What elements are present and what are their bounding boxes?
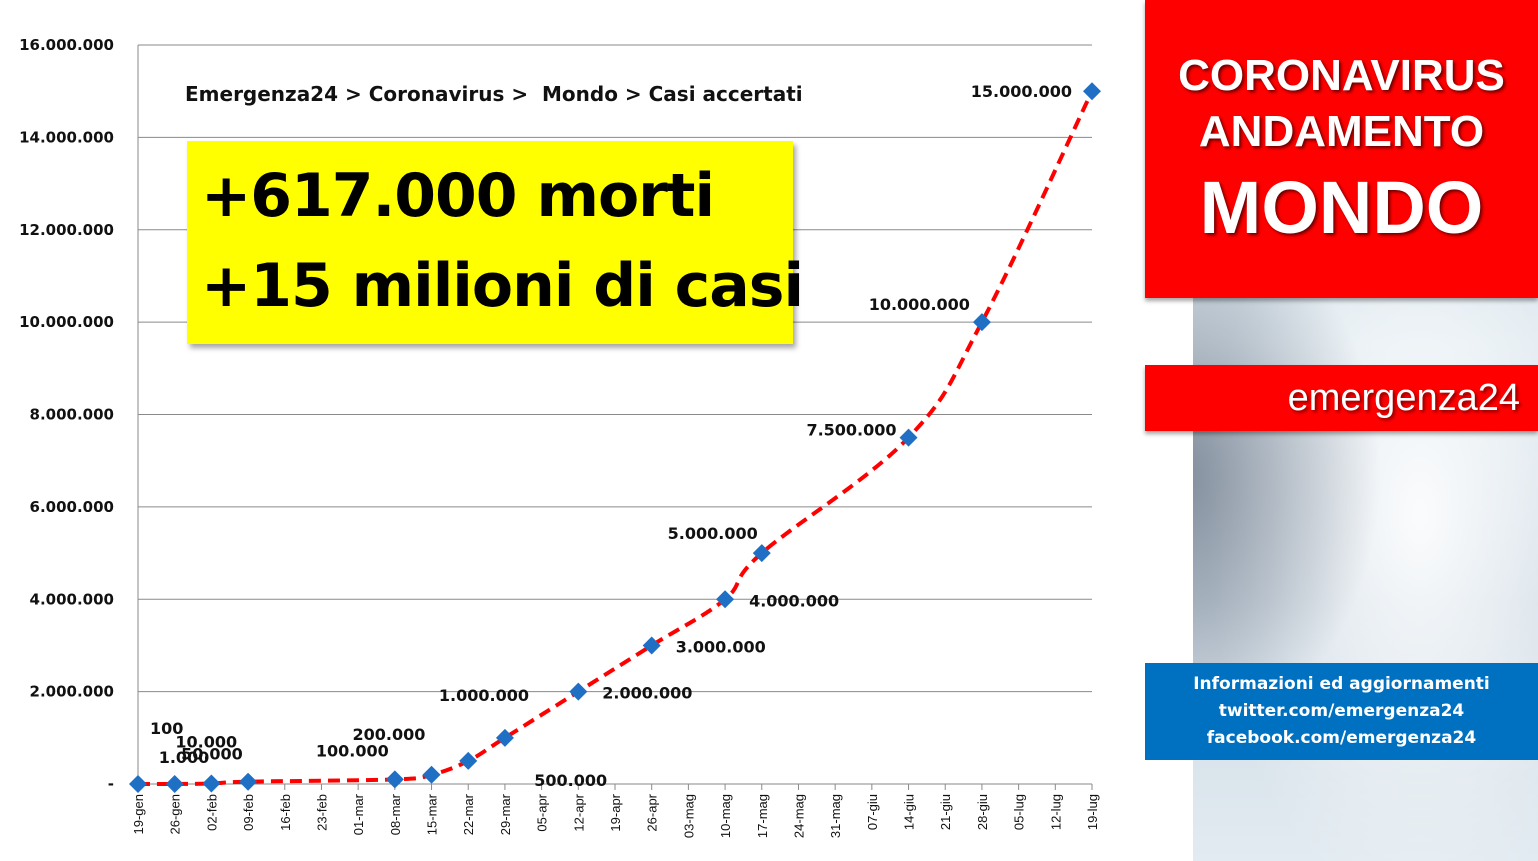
data-point-marker	[752, 544, 771, 563]
data-label: 500.000	[534, 771, 607, 790]
data-point-marker	[716, 590, 735, 609]
headline-deaths: +617.000 morti	[201, 161, 715, 231]
y-tick-label: 4.000.000	[30, 590, 114, 608]
data-point-marker	[1083, 82, 1101, 101]
y-tick-label: 8.000.000	[30, 406, 114, 424]
data-point-marker	[202, 774, 221, 793]
x-tick-label: 15-mar	[425, 793, 440, 835]
y-tick-label: 6.000.000	[30, 498, 114, 516]
data-label: 4.000.000	[749, 591, 839, 610]
x-tick-label: 24-mag	[791, 794, 806, 838]
line-chart: - 2.000.000 4.000.000 6.000.000 8.000.000 10.…	[19, 36, 1101, 838]
x-tick-label: 21-giu	[938, 794, 953, 830]
data-label: 3.000.000	[676, 637, 766, 656]
chart-area: - 2.000.000 4.000.000 6.000.000 8.000.000 10.…	[19, 36, 1101, 839]
data-label: 1.000	[159, 748, 210, 767]
y-tick-label: 2.000.000	[30, 683, 114, 701]
x-tick-label: 19-gen	[131, 794, 146, 834]
x-tick-label: 23-feb	[314, 794, 329, 831]
data-label: 15.000.000	[971, 82, 1072, 101]
y-tick-label: -	[108, 775, 114, 793]
title-line-coronavirus: CORONAVIRUS	[1178, 51, 1505, 100]
data-label: 10.000	[175, 733, 237, 752]
data-point-marker	[459, 751, 478, 770]
title-box: CORONAVIRUS ANDAMENTO MONDO	[1145, 0, 1538, 298]
y-tick-label: 16.000.000	[19, 36, 114, 54]
data-point-marker	[495, 728, 514, 747]
x-tick-label: 03-mag	[681, 794, 696, 838]
x-tick-label: 07-giu	[865, 794, 880, 830]
x-tick-label: 08-mar	[388, 793, 403, 835]
x-axis-labels: 19-gen 26-gen 02-feb 09-feb 16-feb 23-feb 01-m…	[131, 784, 1100, 838]
x-tick-label: 26-gen	[168, 794, 183, 834]
data-label: 50.000	[181, 745, 243, 764]
data-label: 100	[150, 719, 183, 738]
y-axis-labels: - 2.000.000 4.000.000 6.000.000 8.000.000 10.…	[19, 36, 114, 793]
x-tick-label: 12-lug	[1048, 794, 1063, 830]
info-line-facebook[interactable]: facebook.com/emergenza24	[1206, 728, 1477, 748]
brand-name: emergenza24	[1287, 377, 1520, 419]
headline-box: +617.000 morti +15 milioni di casi	[187, 141, 804, 344]
data-label: 100.000	[316, 741, 389, 760]
data-label: 1.000.000	[439, 686, 529, 705]
x-tick-label: 05-lug	[1012, 794, 1027, 830]
headline-cases: +15 milioni di casi	[201, 251, 804, 321]
x-tick-label: 12-apr	[571, 793, 586, 831]
x-tick-label: 02-feb	[204, 794, 219, 831]
data-point-marker	[899, 428, 918, 447]
data-point-marker	[165, 774, 184, 793]
data-label: 200.000	[353, 725, 426, 744]
x-tick-label: 29-mar	[498, 793, 513, 835]
x-tick-label: 28-giu	[975, 794, 990, 830]
y-tick-label: 10.000.000	[19, 313, 114, 331]
data-point-marker	[422, 765, 441, 784]
info-line-updates: Informazioni ed aggiornamenti	[1193, 674, 1490, 694]
data-point-marker	[239, 772, 258, 791]
data-point-marker	[972, 313, 991, 332]
info-line-twitter[interactable]: twitter.com/emergenza24	[1218, 701, 1465, 721]
data-label: 7.500.000	[806, 421, 896, 440]
data-point-marker	[129, 774, 147, 793]
info-box: Informazioni ed aggiornamenti twitter.co…	[1145, 663, 1538, 760]
x-tick-label: 19-apr	[608, 793, 623, 831]
series-markers	[129, 82, 1101, 793]
x-tick-label: 14-giu	[902, 794, 917, 830]
title-line-andamento: ANDAMENTO	[1198, 107, 1485, 156]
data-point-marker	[642, 636, 661, 655]
x-tick-label: 10-mag	[718, 794, 733, 838]
x-tick-label: 09-feb	[241, 794, 256, 831]
y-tick-label: 12.000.000	[19, 221, 114, 239]
y-tick-label: 14.000.000	[19, 128, 114, 146]
data-label: 10.000.000	[869, 295, 970, 314]
brand-box: emergenza24	[1145, 365, 1538, 431]
x-tick-label: 01-mar	[351, 793, 366, 835]
x-tick-label: 19-lug	[1085, 794, 1100, 830]
chart-breadcrumb: Emergenza24 > Coronavirus > Mondo > Casi…	[185, 82, 803, 106]
data-label: 5.000.000	[668, 524, 758, 543]
title-line-mondo: MONDO	[1199, 166, 1484, 249]
x-tick-label: 31-mag	[828, 794, 843, 838]
x-tick-label: 05-apr	[535, 793, 550, 831]
side-panel: CORONAVIRUS ANDAMENTO MONDO emergenza24 …	[1145, 0, 1538, 861]
x-tick-label: 17-mag	[755, 794, 770, 838]
x-tick-label: 22-mar	[461, 793, 476, 835]
x-tick-label: 16-feb	[278, 794, 293, 831]
x-tick-label: 26-apr	[645, 793, 660, 831]
data-point-marker	[385, 770, 404, 789]
data-label: 2.000.000	[602, 684, 692, 703]
data-point-marker	[569, 682, 588, 701]
